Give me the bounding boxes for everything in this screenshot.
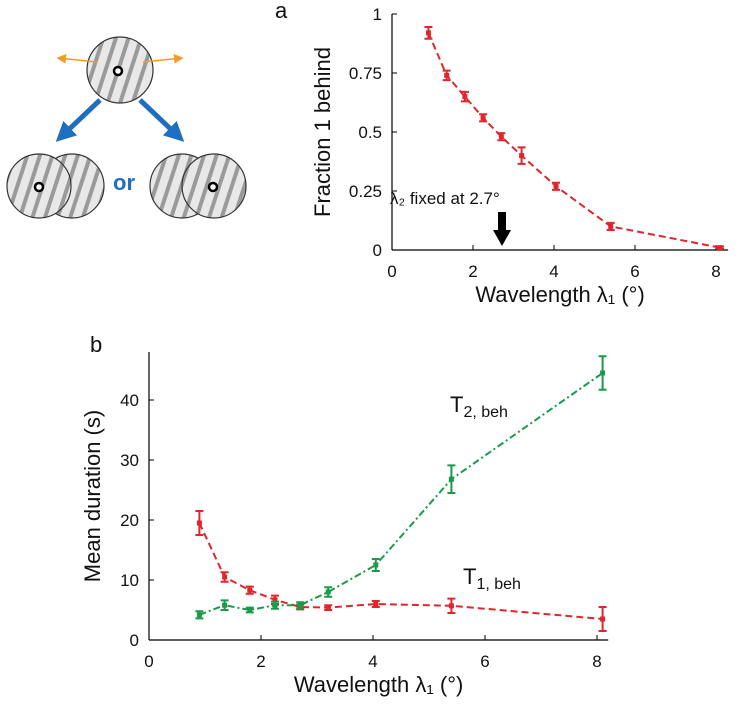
x-tick-label: 2 bbox=[468, 262, 477, 281]
marker bbox=[196, 612, 202, 618]
marker bbox=[272, 602, 278, 608]
y-axis-label: Fraction 1 behind bbox=[310, 47, 335, 217]
series-label-sub: 1, beh bbox=[476, 576, 520, 593]
panel-label: a bbox=[275, 0, 288, 23]
marker bbox=[600, 616, 606, 622]
x-tick-label: 6 bbox=[480, 652, 489, 671]
marker bbox=[222, 602, 228, 608]
marker bbox=[480, 115, 486, 121]
annotation: λ₂ fixed at 2.7° bbox=[390, 189, 500, 208]
y-tick-label: 30 bbox=[120, 451, 139, 470]
marker bbox=[717, 245, 723, 251]
x-tick-label: 6 bbox=[630, 262, 639, 281]
y-tick-label: 40 bbox=[120, 391, 139, 410]
marker bbox=[498, 134, 504, 140]
marker bbox=[425, 30, 431, 36]
marker bbox=[462, 94, 468, 100]
y-axis-label: Mean duration (s) bbox=[80, 410, 105, 582]
x-axis-label: Wavelength λ₁ (°) bbox=[294, 672, 463, 697]
marker bbox=[325, 605, 331, 611]
marker bbox=[448, 476, 454, 482]
y-tick-label: 10 bbox=[120, 571, 139, 590]
connector-text: or bbox=[113, 170, 135, 195]
marker bbox=[196, 520, 202, 526]
marker bbox=[373, 601, 379, 607]
series-line bbox=[427, 32, 721, 249]
x-axis-label: Wavelength λ₁ (°) bbox=[475, 282, 644, 307]
marker bbox=[247, 587, 253, 593]
diagram: or bbox=[6, 36, 247, 219]
marker bbox=[608, 223, 614, 229]
y-tick-label: 0.25 bbox=[349, 182, 382, 201]
marker bbox=[325, 589, 331, 595]
y-tick-label: 0.5 bbox=[358, 123, 382, 142]
x-tick-label: 2 bbox=[256, 652, 265, 671]
x-tick-label: 0 bbox=[387, 262, 396, 281]
series-label: T1, beh bbox=[463, 564, 521, 593]
series-line bbox=[199, 372, 604, 616]
marker bbox=[247, 607, 253, 613]
x-tick-label: 8 bbox=[592, 652, 601, 671]
marker bbox=[600, 370, 606, 376]
y-tick-label: 1 bbox=[373, 5, 382, 24]
x-tick-label: 4 bbox=[549, 262, 558, 281]
series-label-sub: 2, beh bbox=[463, 404, 507, 421]
x-tick-label: 4 bbox=[368, 652, 377, 671]
arrow bbox=[493, 212, 511, 246]
x-tick-label: 0 bbox=[144, 652, 153, 671]
series-label-main: T bbox=[463, 564, 476, 589]
y-tick-label: 20 bbox=[120, 511, 139, 530]
panel-label: b bbox=[90, 332, 102, 357]
y-tick-label: 0 bbox=[130, 631, 139, 650]
marker bbox=[297, 602, 303, 608]
series-label: T2, beh bbox=[450, 392, 508, 421]
marker bbox=[444, 72, 450, 78]
marker bbox=[222, 574, 228, 580]
x-tick-label: 8 bbox=[711, 262, 720, 281]
marker bbox=[373, 562, 379, 568]
marker bbox=[272, 597, 278, 603]
series-line bbox=[198, 522, 603, 620]
marker bbox=[553, 183, 559, 189]
marker bbox=[519, 153, 525, 159]
y-tick-label: 0.75 bbox=[349, 64, 382, 83]
series-label-main: T bbox=[450, 392, 463, 417]
marker bbox=[448, 603, 454, 609]
y-tick-label: 0 bbox=[373, 241, 382, 260]
